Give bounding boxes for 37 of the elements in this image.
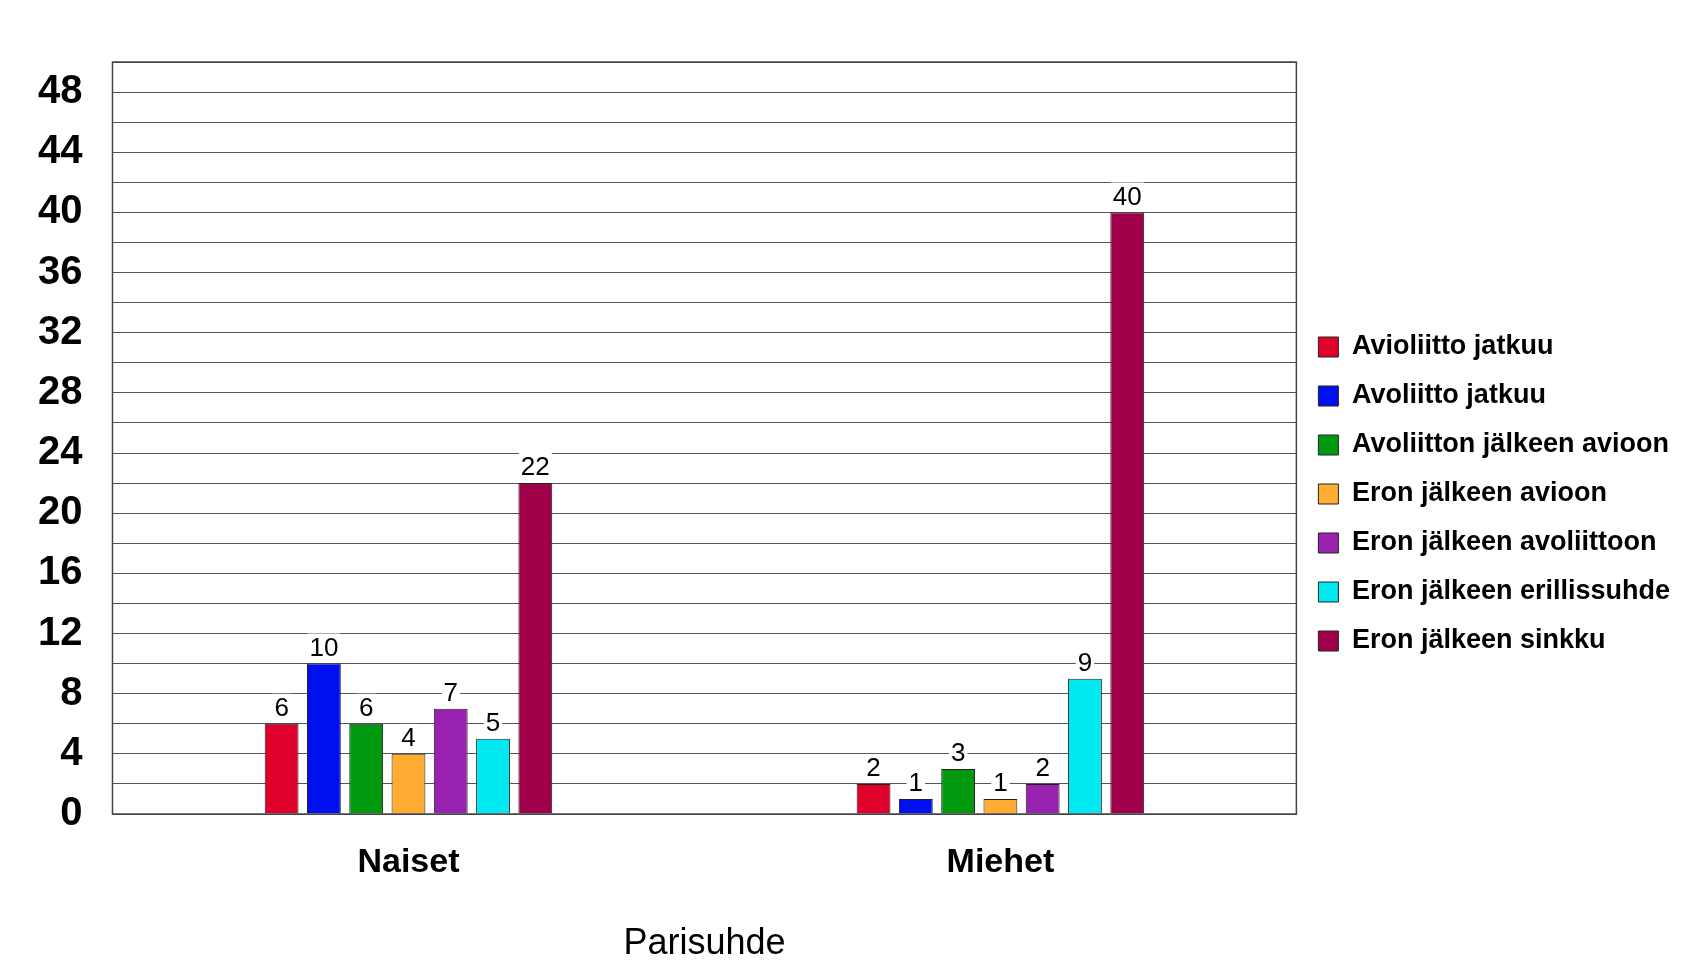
y-tick-label: 48 xyxy=(37,67,83,112)
legend-label: Eron jälkeen avoliittoon xyxy=(1351,526,1657,557)
y-tick-label: 12 xyxy=(37,608,83,653)
y-tick-label: 16 xyxy=(37,548,83,593)
data-label: 3 xyxy=(950,737,966,768)
y-tick-label: 36 xyxy=(37,247,83,292)
y-tick-label: 8 xyxy=(60,668,83,713)
data-label: 4 xyxy=(401,722,416,753)
y-tick-label: 20 xyxy=(37,488,83,533)
y-tick-label: 40 xyxy=(37,187,83,232)
y-tick-label: 4 xyxy=(60,728,84,773)
data-label: 7 xyxy=(443,676,458,707)
data-label: 2 xyxy=(866,752,881,783)
x-tick-label: Miehet xyxy=(946,840,1055,879)
legend-label: Avioliitto jatkuu xyxy=(1351,330,1554,361)
y-tick-label: 0 xyxy=(60,789,83,834)
legend-label: Eron jälkeen sinkku xyxy=(1351,624,1606,655)
legend-label: Eron jälkeen erillissuhde xyxy=(1351,575,1670,606)
legend-label: Eron jälkeen avioon xyxy=(1351,477,1607,508)
legend-label: Avoliitton jälkeen avioon xyxy=(1351,428,1669,459)
data-label: 6 xyxy=(358,691,374,722)
y-tick-label: 28 xyxy=(37,367,83,412)
data-label: 22 xyxy=(520,451,550,482)
data-label: 6 xyxy=(274,691,289,722)
data-label: 1 xyxy=(908,767,924,798)
data-label: 2 xyxy=(1035,752,1050,783)
data-label: 40 xyxy=(1112,180,1142,211)
x-axis-title: Parisuhde xyxy=(623,921,786,963)
data-label: 10 xyxy=(309,631,339,662)
data-label: 1 xyxy=(993,767,1008,798)
y-tick-label: 32 xyxy=(37,307,83,352)
data-label: 5 xyxy=(485,706,501,737)
y-tick-label: 24 xyxy=(37,428,84,473)
x-tick-label: Naiset xyxy=(357,840,460,879)
y-tick-label: 44 xyxy=(37,127,84,172)
legend-label: Avoliitto jatkuu xyxy=(1351,379,1546,410)
data-label: 9 xyxy=(1077,646,1093,677)
